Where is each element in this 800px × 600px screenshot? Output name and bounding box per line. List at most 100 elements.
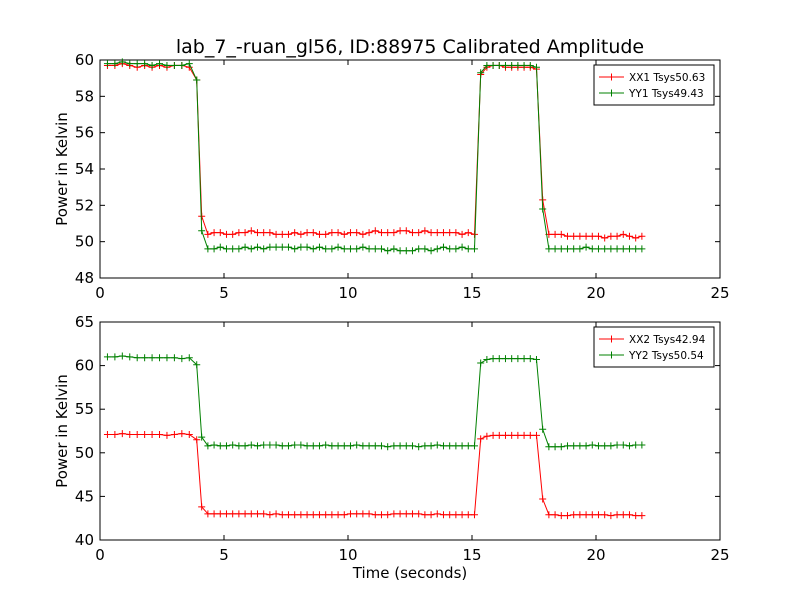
top-y-tick-label: 60 <box>75 51 94 69</box>
bottom-data-point <box>284 442 292 450</box>
top-data-point <box>103 60 111 68</box>
top-data-point <box>408 247 416 255</box>
bottom-data-point <box>141 430 149 438</box>
bottom-x-tick-label: 0 <box>95 546 105 564</box>
bottom-data-point <box>328 442 336 450</box>
top-data-point <box>638 245 646 253</box>
top-data-point <box>156 60 164 68</box>
top-data-point <box>253 243 261 251</box>
bottom-data-point <box>427 442 435 450</box>
top-data-point <box>353 245 361 253</box>
bottom-legend-entry: YY2 Tsys50.54 <box>628 350 704 362</box>
bottom-data-point <box>291 441 299 449</box>
bottom-x-tick-label: 15 <box>462 546 481 564</box>
bottom-data-point <box>508 355 516 363</box>
bottom-data-point <box>340 442 348 450</box>
bottom-data-point <box>477 435 485 443</box>
bottom-legend-box <box>593 326 715 368</box>
bottom-data-point <box>328 511 336 519</box>
top-data-point <box>458 230 466 238</box>
bottom-data-point <box>284 511 292 519</box>
bottom-data-point <box>377 442 385 450</box>
bottom-data-point <box>365 510 373 518</box>
bottom-data-point <box>514 431 522 439</box>
top-data-point <box>495 61 503 69</box>
top-x-tick-label: 25 <box>710 284 729 302</box>
top-data-point <box>563 245 571 253</box>
top-data-point <box>170 61 178 69</box>
top-data-point <box>309 245 317 253</box>
top-data-point <box>315 230 323 238</box>
bottom-data-point <box>229 441 237 449</box>
top-data-point <box>328 229 336 237</box>
bottom-data-point <box>253 510 261 518</box>
bottom-data-point <box>210 441 218 449</box>
bottom-data-point <box>594 511 602 519</box>
bottom-data-point <box>439 511 447 519</box>
bottom-y-tick-label: 60 <box>75 357 94 375</box>
bottom-data-point <box>193 436 201 444</box>
bottom-data-point <box>402 510 410 518</box>
top-legend-marker <box>608 89 615 97</box>
bottom-data-point <box>563 442 571 450</box>
top-data-point <box>111 60 119 68</box>
bottom-data-point <box>126 430 134 438</box>
bottom-data-point <box>464 442 472 450</box>
bottom-data-point <box>607 442 615 450</box>
bottom-data-point <box>178 430 186 438</box>
bottom-legend-marker <box>608 335 615 343</box>
top-data-point <box>235 229 243 237</box>
top-data-point <box>297 230 305 238</box>
top-data-point <box>229 230 237 238</box>
top-data-point <box>532 63 540 71</box>
top-data-point <box>638 232 646 240</box>
top-data-point <box>458 243 466 251</box>
bottom-data-point <box>163 431 171 439</box>
top-data-point <box>315 243 323 251</box>
bottom-data-point <box>632 512 640 520</box>
bottom-data-point <box>483 432 491 440</box>
bottom-data-point <box>384 511 392 519</box>
bottom-data-point <box>170 430 178 438</box>
top-data-point <box>340 245 348 253</box>
bottom-data-point <box>185 354 193 362</box>
top-data-point <box>309 229 317 237</box>
top-data-point <box>433 229 441 237</box>
bottom-data-point <box>118 352 126 360</box>
top-series-1 <box>103 60 646 242</box>
top-y-tick-label: 48 <box>75 269 94 287</box>
bottom-data-point <box>148 430 156 438</box>
bottom-data-point <box>582 442 590 450</box>
bottom-data-point <box>371 442 379 450</box>
bottom-data-point <box>309 442 317 450</box>
top-data-point <box>118 58 126 66</box>
top-data-point <box>594 232 602 240</box>
bottom-data-point <box>260 441 268 449</box>
bottom-data-point <box>390 442 398 450</box>
top-y-tick-label: 58 <box>75 87 94 105</box>
bottom-legend-marker <box>608 351 615 359</box>
top-legend-marker <box>608 73 615 81</box>
bottom-data-point <box>235 442 243 450</box>
bottom-data-point <box>346 510 354 518</box>
top-data-point <box>402 247 410 255</box>
bottom-data-point <box>359 442 367 450</box>
top-data-point <box>359 230 367 238</box>
top-data-point <box>570 245 578 253</box>
top-data-point <box>141 60 149 68</box>
bottom-data-point <box>557 512 565 520</box>
top-data-point <box>526 61 534 69</box>
top-data-point <box>415 229 423 237</box>
bottom-data-point <box>272 441 280 449</box>
bottom-data-point <box>415 443 423 451</box>
bottom-data-point <box>204 510 212 518</box>
bottom-data-point <box>133 354 141 362</box>
bottom-data-point <box>415 510 423 518</box>
top-data-point <box>557 230 565 238</box>
top-data-point <box>582 232 590 240</box>
bottom-data-point <box>204 442 212 450</box>
top-data-point <box>346 245 354 253</box>
bottom-data-point <box>272 510 280 518</box>
bottom-data-point <box>303 442 311 450</box>
top-data-point <box>607 232 615 240</box>
